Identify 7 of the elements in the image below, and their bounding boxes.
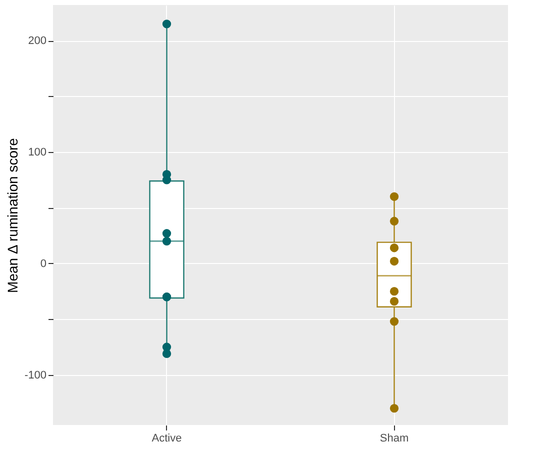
x-tick-label: Active [152, 432, 182, 444]
x-tick-label: Sham [380, 432, 409, 444]
y-tick-label: -100 [24, 369, 46, 382]
y-axis-title: Mean Δ rumination score [4, 138, 20, 293]
y-tick-label: 100 [28, 146, 46, 159]
y-tick-label: 0 [40, 258, 46, 270]
y-tick-label: 200 [28, 35, 46, 48]
